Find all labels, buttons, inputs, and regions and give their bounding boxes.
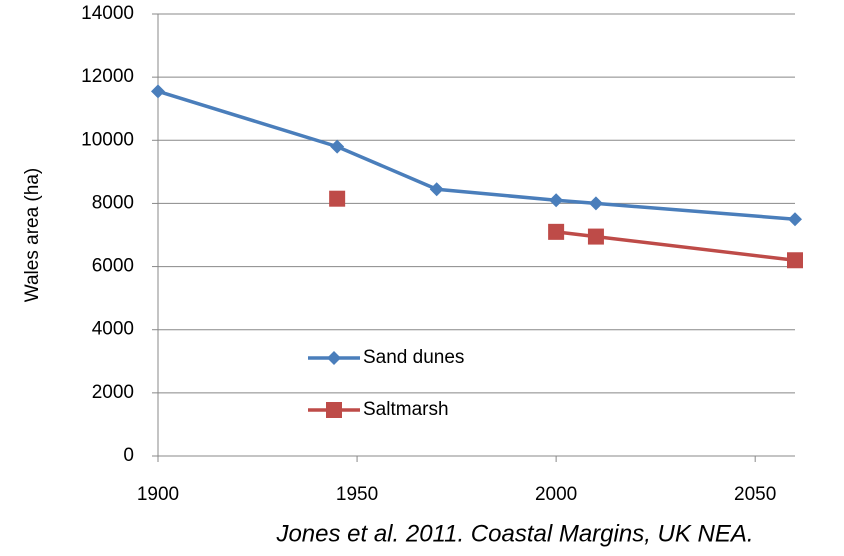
series-line [157, 89, 796, 221]
marker [787, 252, 803, 269]
annotation: Jones et al. 2011. Coastal Margins, UK N… [275, 520, 753, 547]
y-tick-label: 14000 [81, 3, 134, 24]
x-tick-label: 1900 [137, 484, 179, 505]
marker [330, 139, 345, 154]
marker [588, 196, 603, 211]
y-tick-label: 4000 [92, 319, 134, 340]
x-tick-label: 1950 [336, 484, 378, 505]
marker [329, 190, 346, 207]
x-tick-label: 2050 [734, 484, 776, 505]
y-tick-label: 8000 [92, 192, 134, 213]
marker [151, 84, 165, 99]
marker [788, 212, 802, 227]
marker [587, 228, 604, 245]
marker [548, 223, 565, 240]
legend-label: Saltmarsh [363, 399, 449, 420]
y-tick-label: 0 [123, 445, 134, 466]
legend-marker [326, 402, 342, 418]
legend-marker [327, 351, 341, 365]
marker [549, 193, 564, 208]
legend-label: Sand dunes [363, 347, 464, 368]
y-axis-label: Wales area (ha) [22, 168, 43, 302]
y-tick-label: 6000 [92, 256, 134, 277]
y-tick-label: 10000 [81, 129, 134, 150]
x-tick-label: 2000 [535, 484, 577, 505]
y-tick-label: 12000 [81, 66, 134, 87]
marker [429, 182, 444, 197]
y-tick-label: 2000 [92, 382, 134, 403]
